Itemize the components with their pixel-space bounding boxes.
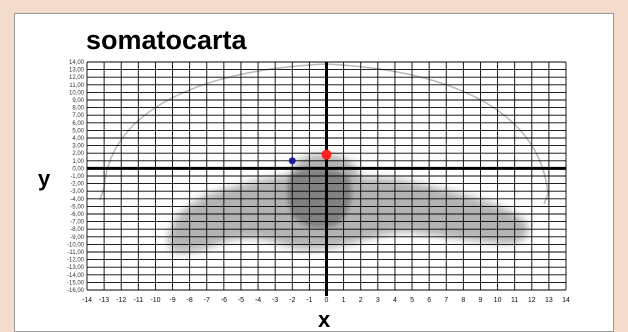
x-tick-label: -9 [169, 297, 175, 304]
y-tick-label: 12,00 [69, 75, 85, 81]
x-tick-label: 7 [444, 297, 448, 304]
x-tick-label: 9 [479, 297, 483, 304]
x-tick-label: 6 [427, 297, 431, 304]
y-tick-label: 10,00 [69, 90, 85, 96]
y-tick-label: -5,00 [70, 204, 84, 210]
y-tick-label: 14,00 [69, 60, 85, 66]
y-axis-label: y [38, 166, 51, 191]
data-point-blue [288, 157, 296, 165]
data-points [288, 149, 332, 165]
x-tick-label: -10 [150, 297, 160, 304]
y-tick-label: 4,00 [72, 136, 84, 142]
x-tick-label: 8 [461, 297, 465, 304]
x-tick-label: -2 [289, 297, 295, 304]
x-tick-label: 2 [359, 297, 363, 304]
x-tick-label: 13 [545, 297, 553, 304]
y-tick-label: 11,00 [69, 83, 84, 89]
y-tick-label: -9,00 [70, 235, 84, 241]
x-tick-label: -7 [204, 297, 210, 304]
x-tick-label: -6 [221, 297, 227, 304]
y-tick-label: -16,00 [67, 288, 85, 294]
chart-title: somatocarta [86, 25, 247, 55]
y-tick-label: 3,00 [72, 144, 84, 150]
data-point-red [321, 149, 332, 160]
x-tick-label: -4 [255, 297, 261, 304]
x-tick-label: 12 [528, 297, 536, 304]
x-axis-label: x [318, 307, 331, 332]
x-tick-label: 0 [325, 297, 329, 304]
y-tick-label: 5,00 [72, 128, 84, 134]
x-tick-label: 14 [562, 297, 570, 304]
y-tick-label: 0,00 [72, 166, 84, 172]
x-tick-labels: -14 -13 -12 -11 -10 -9 -8 -7 -6 -5 -4 -3 -2 -1 0 1 2 3 4 5 6… [82, 297, 570, 304]
zero-axes [87, 62, 566, 296]
x-tick-label: -11 [134, 297, 144, 304]
y-tick-label: -12,00 [67, 258, 85, 264]
x-tick-label: -12 [116, 297, 126, 304]
y-tick-label: -4,00 [70, 197, 84, 203]
y-tick-label: -8,00 [70, 227, 84, 233]
x-tick-label: -13 [99, 297, 109, 304]
y-tick-label: -15,00 [67, 280, 85, 286]
x-tick-label: 5 [410, 297, 414, 304]
y-tick-label: 6,00 [72, 121, 84, 127]
x-tick-label: -5 [238, 297, 244, 304]
y-tick-label: 13,00 [69, 68, 85, 74]
x-tick-label: 10 [494, 297, 502, 304]
y-tick-label: -7,00 [70, 220, 84, 226]
x-tick-label: -3 [272, 297, 278, 304]
y-tick-label: -11,00 [67, 250, 84, 256]
y-tick-label: -14,00 [67, 273, 85, 279]
x-tick-label: 1 [342, 297, 346, 304]
y-tick-label: 1,00 [72, 159, 84, 165]
x-tick-label: -1 [306, 297, 312, 304]
y-tick-label: -2,00 [70, 182, 84, 188]
x-tick-label: 4 [393, 297, 397, 304]
x-tick-label: 3 [376, 297, 380, 304]
y-tick-label: 2,00 [72, 151, 84, 157]
x-tick-label: -8 [187, 297, 193, 304]
x-tick-label: -14 [82, 297, 92, 304]
y-tick-label: 7,00 [72, 113, 84, 119]
y-tick-label: -10,00 [67, 242, 85, 248]
y-tick-label: 9,00 [72, 98, 84, 104]
y-tick-label: -3,00 [70, 189, 84, 195]
x-tick-label: 11 [511, 297, 518, 304]
y-tick-label: -13,00 [67, 265, 85, 271]
y-tick-label: -6,00 [70, 212, 84, 218]
y-tick-label: 8,00 [72, 106, 84, 112]
y-tick-label: -1,00 [70, 174, 84, 180]
